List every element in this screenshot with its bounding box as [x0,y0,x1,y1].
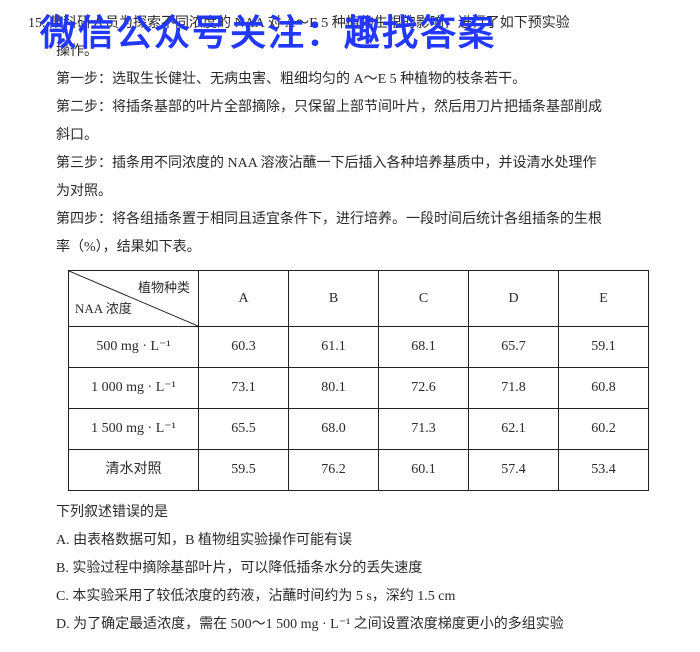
step-3a: 第三步：插条用不同浓度的 NAA 溶液沾蘸一下后插入各种培养基质中，并设清水处理… [28,150,672,178]
cell: 68.1 [379,327,469,368]
cell: 65.7 [469,327,559,368]
diagonal-header: 植物种类 NAA 浓度 [69,271,199,327]
diag-top-label: 植物种类 [138,275,190,301]
question-number: 15. [28,16,46,31]
stem-text-1: 某科研人员为探索不同浓度的 NAA 对 A～E 5 种植物生根的影响，进行了如下… [49,16,570,31]
diag-bottom-label: NAA 浓度 [75,296,132,322]
col-head-B: B [289,271,379,327]
data-table: 植物种类 NAA 浓度 A B C D E 500 mg · L⁻¹ 60.3 … [68,270,649,491]
cell: 61.1 [289,327,379,368]
option-B: B. 实验过程中摘除基部叶片，可以降低插条水分的丢失速度 [28,555,672,583]
col-head-D: D [469,271,559,327]
cell: 68.0 [289,409,379,450]
prompt-line: 下列叙述错误的是 [28,499,672,527]
cell: 62.1 [469,409,559,450]
row-label: 500 mg · L⁻¹ [69,327,199,368]
cell: 60.1 [379,450,469,491]
row-label: 清水对照 [69,450,199,491]
cell: 60.3 [199,327,289,368]
option-D: D. 为了确定最适浓度，需在 500～1 500 mg · L⁻¹ 之间设置浓度… [28,611,672,639]
cell: 80.1 [289,368,379,409]
cell: 76.2 [289,450,379,491]
step-4a: 第四步：将各组插条置于相同且适宜条件下，进行培养。一段时间后统计各组插条的生根 [28,206,672,234]
cell: 72.6 [379,368,469,409]
table-row: 清水对照 59.5 76.2 60.1 57.4 53.4 [69,450,649,491]
stem-line-1: 15. 某科研人员为探索不同浓度的 NAA 对 A～E 5 种植物生根的影响，进… [28,10,672,38]
table-row: 1 000 mg · L⁻¹ 73.1 80.1 72.6 71.8 60.8 [69,368,649,409]
step-1: 第一步：选取生长健壮、无病虫害、粗细均匀的 A～E 5 种植物的枝条若干。 [28,66,672,94]
cell: 71.8 [469,368,559,409]
table-row: 1 500 mg · L⁻¹ 65.5 68.0 71.3 62.1 60.2 [69,409,649,450]
option-A: A. 由表格数据可知，B 植物组实验操作可能有误 [28,527,672,555]
cell: 65.5 [199,409,289,450]
col-head-C: C [379,271,469,327]
cell: 73.1 [199,368,289,409]
step-2b: 斜口。 [28,122,672,150]
col-head-A: A [199,271,289,327]
cell: 57.4 [469,450,559,491]
cell: 60.2 [559,409,649,450]
step-3b: 为对照。 [28,178,672,206]
cell: 71.3 [379,409,469,450]
table-row: 500 mg · L⁻¹ 60.3 61.1 68.1 65.7 59.1 [69,327,649,368]
question-block: 15. 某科研人员为探索不同浓度的 NAA 对 A～E 5 种植物生根的影响，进… [0,0,700,649]
row-label: 1 000 mg · L⁻¹ [69,368,199,409]
option-C: C. 本实验采用了较低浓度的药液，沾蘸时间约为 5 s，深约 1.5 cm [28,583,672,611]
step-4b: 率（%），结果如下表。 [28,234,672,262]
cell: 60.8 [559,368,649,409]
col-head-E: E [559,271,649,327]
cell: 59.5 [199,450,289,491]
cell: 59.1 [559,327,649,368]
table-header-row: 植物种类 NAA 浓度 A B C D E [69,271,649,327]
row-label: 1 500 mg · L⁻¹ [69,409,199,450]
step-2a: 第二步：将插条基部的叶片全部摘除，只保留上部节间叶片，然后用刀片把插条基部削成 [28,94,672,122]
cell: 53.4 [559,450,649,491]
stem-line-2: 操作。 [28,38,672,66]
